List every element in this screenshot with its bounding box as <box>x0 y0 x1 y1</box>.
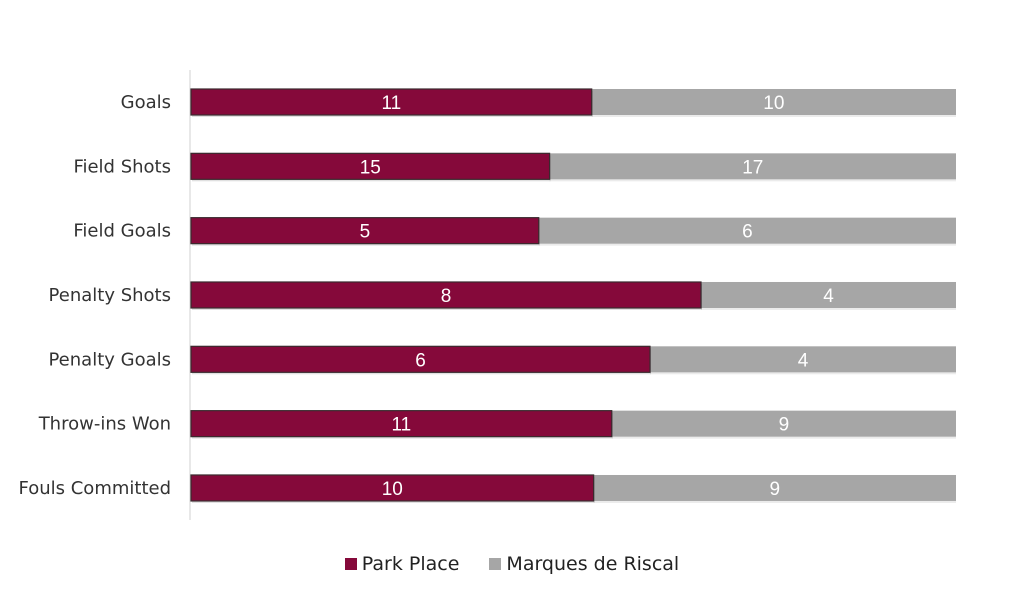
legend-item-marques-de-riscal: Marques de Riscal <box>489 553 679 575</box>
data-label-park-place-field-goals: 5 <box>360 222 371 243</box>
data-label-park-place-penalty-shots: 8 <box>441 286 452 307</box>
data-label-marques-de-riscal-goals: 10 <box>763 93 784 114</box>
bar-park-place-penalty-goals <box>190 345 651 373</box>
bar-marques-de-riscal-field-goals <box>538 217 956 244</box>
data-label-park-place-throw-ins-won: 11 <box>392 415 412 436</box>
bar-marques-de-riscal-penalty-shots <box>701 281 956 308</box>
bar-park-place-fouls-committed <box>190 474 595 502</box>
bar-park-place-field-goals <box>190 217 540 245</box>
bar-marques-de-riscal-penalty-goals <box>650 346 956 373</box>
bar-park-place-throw-ins-won <box>190 410 613 438</box>
data-label-marques-de-riscal-penalty-goals: 4 <box>798 350 809 371</box>
legend-label-marques-de-riscal: Marques de Riscal <box>506 553 680 575</box>
data-label-park-place-fouls-committed: 10 <box>382 479 403 500</box>
bar-marques-de-riscal-fouls-committed <box>593 474 956 501</box>
data-label-marques-de-riscal-penalty-shots: 4 <box>823 286 834 307</box>
data-label-marques-de-riscal-fouls-committed: 9 <box>770 479 781 500</box>
data-label-marques-de-riscal-throw-ins-won: 9 <box>779 415 790 436</box>
legend: Park Place Marques de Riscal <box>0 553 1024 575</box>
bar-park-place-field-shots <box>190 152 551 180</box>
bars-layer: Goals 11 10 Field Shots 15 17 Field Goals 5 6 Pen… <box>19 88 956 503</box>
data-label-park-place-penalty-goals: 6 <box>415 350 426 371</box>
legend-swatch-park-place <box>344 558 357 570</box>
category-label-throw-ins-won: Throw-ins Won <box>38 414 171 435</box>
category-label-fouls-committed: Fouls Committed <box>19 478 172 499</box>
data-label-marques-de-riscal-field-goals: 6 <box>742 222 753 243</box>
bar-park-place-goals <box>190 88 593 116</box>
category-label-goals: Goals <box>121 92 171 113</box>
data-label-park-place-field-shots: 15 <box>360 157 381 178</box>
data-label-park-place-goals: 11 <box>381 93 401 114</box>
category-label-penalty-shots: Penalty Shots <box>49 285 171 306</box>
category-label-field-shots: Field Shots <box>73 156 171 177</box>
legend-item-park-place: Park Place <box>344 553 460 575</box>
category-label-penalty-goals: Penalty Goals <box>48 349 171 370</box>
data-label-marques-de-riscal-field-shots: 17 <box>742 157 763 178</box>
bar-marques-de-riscal-field-shots <box>549 153 956 180</box>
legend-label-park-place: Park Place <box>361 553 460 575</box>
bar-marques-de-riscal-goals <box>591 89 956 115</box>
bar-park-place-penalty-shots <box>190 281 702 309</box>
bar-marques-de-riscal-throw-ins-won <box>611 410 956 437</box>
legend-swatch-marques-de-riscal <box>489 558 502 570</box>
category-label-field-goals: Field Goals <box>73 221 171 242</box>
